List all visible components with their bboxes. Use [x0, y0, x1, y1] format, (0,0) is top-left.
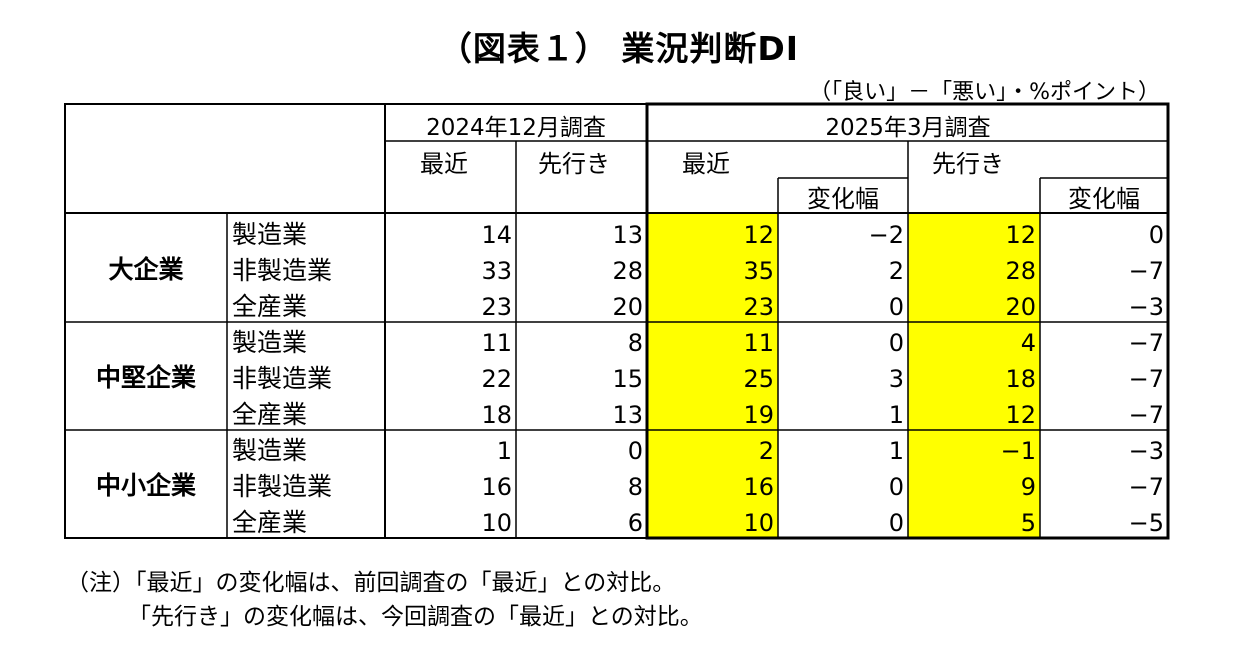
cell-value: 0: [1149, 221, 1164, 249]
cell-value: 6: [628, 509, 643, 537]
cell-value: −7: [1129, 329, 1164, 357]
cell-value: 0: [889, 473, 904, 501]
cell-value: 11: [743, 329, 774, 357]
cell-value: 8: [628, 329, 643, 357]
cell-value: 13: [612, 221, 643, 249]
cell-value: 22: [481, 365, 512, 393]
group-label: 大企業: [108, 255, 183, 284]
cell-value: −7: [1129, 473, 1164, 501]
cell-value: 12: [1005, 401, 1036, 429]
cell-value: 10: [481, 509, 512, 537]
footnote-2: 「先行き」の変化幅は、今回調査の「最近」との対比。: [128, 604, 703, 630]
footnote-1: （注）「最近」の変化幅は、前回調査の「最近」との対比。: [66, 570, 676, 596]
cell-value: 1: [497, 437, 512, 465]
header-change-recent: 変化幅: [807, 185, 879, 213]
cell-value: 12: [1005, 221, 1036, 249]
cell-value: 25: [743, 365, 774, 393]
cell-value: 11: [481, 329, 512, 357]
unit-note: （「良い」－「悪い」・%ポイント）: [809, 80, 1160, 105]
cell-value: 12: [743, 221, 774, 249]
cell-value: 20: [1005, 293, 1036, 321]
row-label: 全産業: [232, 292, 307, 321]
cell-value: 5: [1021, 509, 1036, 537]
header-forecast-2024: 先行き: [538, 150, 610, 178]
cell-value: 9: [1021, 473, 1036, 501]
cell-value: 4: [1021, 329, 1036, 357]
cell-value: 1: [889, 437, 904, 465]
group-label: 中小企業: [96, 471, 196, 500]
cell-value: 1: [889, 401, 904, 429]
cell-value: 3: [889, 365, 904, 393]
cell-value: 13: [612, 401, 643, 429]
cell-value: 28: [612, 257, 643, 285]
cell-value: 0: [628, 437, 643, 465]
cell-value: 18: [481, 401, 512, 429]
header-recent-2025: 最近: [682, 150, 730, 178]
header-change-forecast: 変化幅: [1068, 185, 1140, 213]
highlight-column: [647, 214, 778, 538]
header-recent-2024: 最近: [420, 150, 468, 178]
cell-value: −3: [1129, 293, 1164, 321]
header-forecast-2025: 先行き: [932, 150, 1004, 178]
cell-value: 16: [743, 473, 774, 501]
cell-value: 18: [1005, 365, 1036, 393]
row-label: 製造業: [232, 220, 307, 249]
cell-value: 0: [889, 509, 904, 537]
cell-value: 20: [612, 293, 643, 321]
cell-value: −5: [1129, 509, 1164, 537]
cell-value: 10: [743, 509, 774, 537]
cell-value: 2: [759, 437, 774, 465]
cell-value: 0: [889, 293, 904, 321]
cell-value: 35: [743, 257, 774, 285]
row-label: 全産業: [232, 400, 307, 429]
row-label: 非製造業: [232, 364, 332, 393]
cell-value: −3: [1129, 437, 1164, 465]
highlight-column: [908, 214, 1040, 538]
cell-value: −2: [869, 221, 904, 249]
cell-value: −7: [1129, 401, 1164, 429]
cell-value: 2: [889, 257, 904, 285]
row-label: 非製造業: [232, 472, 332, 501]
cell-value: 23: [743, 293, 774, 321]
cell-value: 14: [481, 221, 512, 249]
cell-value: 33: [481, 257, 512, 285]
row-label: 非製造業: [232, 256, 332, 285]
row-label: 製造業: [232, 328, 307, 357]
header-survey-2024: 2024年12月調査: [426, 115, 606, 141]
cell-value: 8: [628, 473, 643, 501]
chart-title: （図表１） 業況判断DI: [438, 29, 800, 68]
row-label: 製造業: [232, 436, 307, 465]
group-label: 中堅企業: [96, 363, 196, 392]
cell-value: −7: [1129, 365, 1164, 393]
cell-value: −7: [1129, 257, 1164, 285]
cell-value: 0: [889, 329, 904, 357]
cell-value: −1: [1001, 437, 1036, 465]
cell-value: 28: [1005, 257, 1036, 285]
cell-value: 16: [481, 473, 512, 501]
cell-value: 15: [612, 365, 643, 393]
header-survey-2025: 2025年3月調査: [825, 115, 990, 141]
row-label: 全産業: [232, 508, 307, 537]
cell-value: 23: [481, 293, 512, 321]
cell-value: 19: [743, 401, 774, 429]
